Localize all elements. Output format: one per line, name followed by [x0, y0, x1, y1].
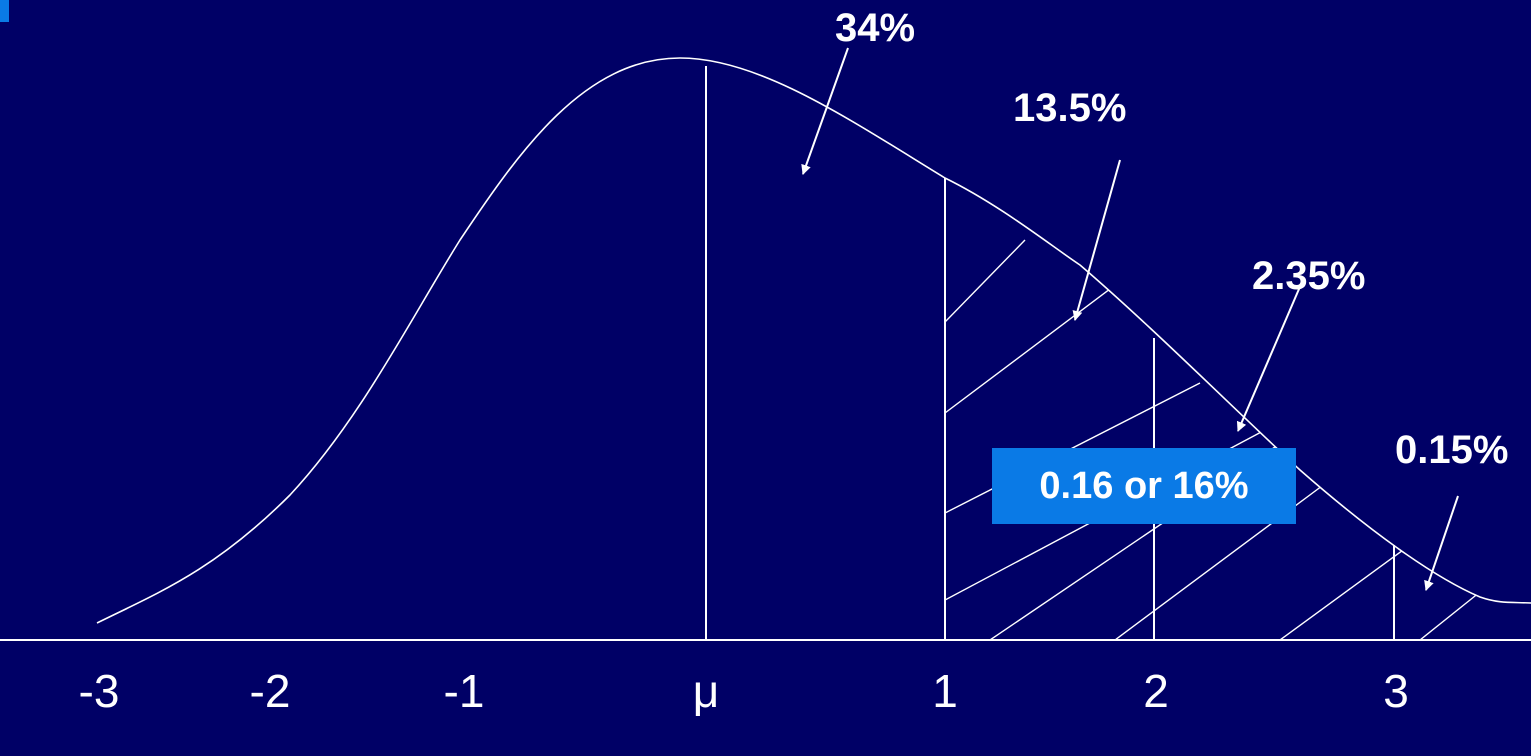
hatch-line	[1279, 544, 1411, 640]
tick-label: -3	[78, 665, 120, 717]
tick-label: 1	[932, 665, 958, 717]
arrow-0-15	[1424, 495, 1459, 591]
arrow-34	[801, 47, 849, 175]
hatch-line	[1419, 591, 1481, 640]
bell-curve	[96, 57, 1531, 624]
arrow-2-35	[1236, 281, 1303, 432]
area-label-13-5: 13.5%	[1013, 86, 1127, 130]
slide-marker	[0, 0, 9, 22]
tick-label: -2	[249, 665, 291, 717]
tick-label: -1	[443, 665, 485, 717]
tick-label: 2	[1143, 665, 1169, 717]
callout-box: 0.16 or 16%	[992, 448, 1296, 524]
arrow-13-5	[1072, 159, 1121, 321]
area-label-34: 34%	[835, 6, 916, 50]
tick-label: μ	[692, 665, 720, 717]
area-label-0-15: 0.15%	[1395, 428, 1509, 472]
tick-label: 3	[1383, 665, 1409, 717]
hatch-line	[945, 239, 1026, 323]
area-label-2-35: 2.35%	[1252, 254, 1366, 298]
hatch-line	[945, 239, 1176, 414]
